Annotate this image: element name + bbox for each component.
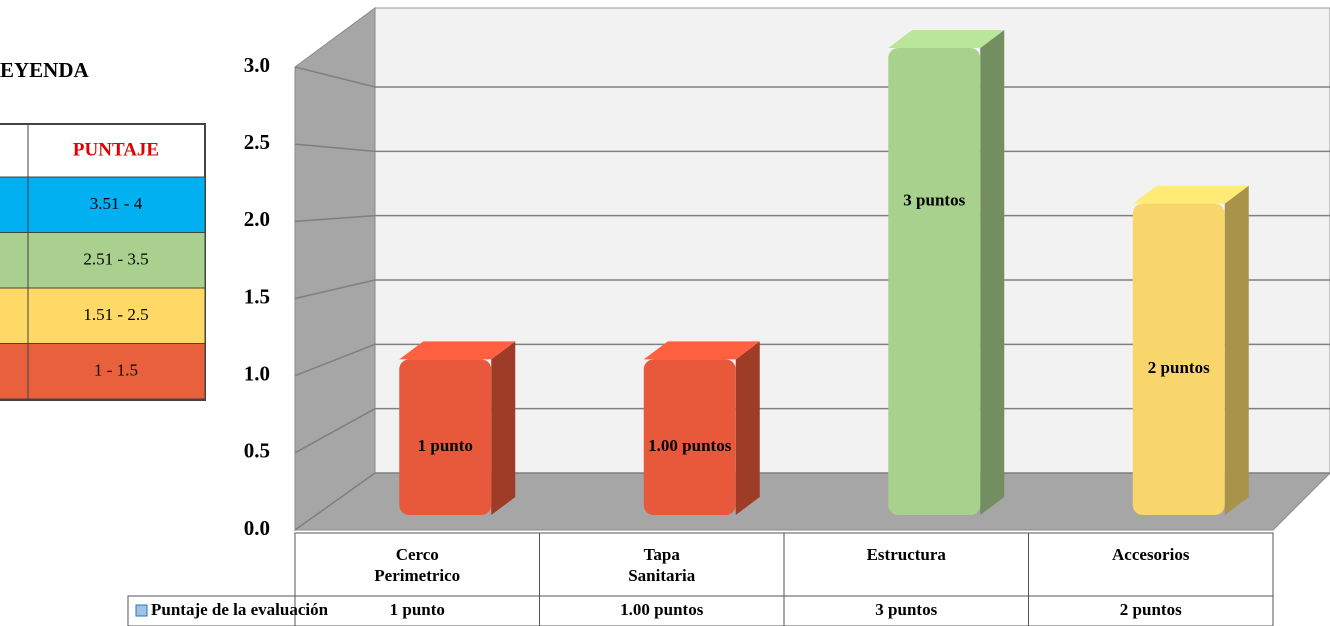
bar-top — [1132, 185, 1249, 204]
bar-side — [1224, 185, 1249, 515]
data-label: 1 punto — [418, 436, 473, 455]
legend-range: 1 - 1.5 — [94, 360, 138, 379]
grid-line — [294, 343, 376, 377]
table-value: 1 punto — [390, 600, 445, 619]
legend-swatch — [0, 232, 206, 289]
bar — [1132, 185, 1249, 515]
bar-side — [980, 30, 1005, 515]
bar-front — [643, 359, 736, 515]
bar-front — [1132, 203, 1225, 515]
grid-line — [294, 472, 376, 531]
grid-line — [294, 143, 376, 153]
grid-line — [294, 214, 376, 223]
x-tick-label: Tapa Sanitaria — [628, 545, 696, 585]
side-wall — [294, 7, 376, 531]
bar-front — [399, 359, 492, 515]
bar-top — [399, 341, 516, 360]
legend-entry: Puntaje de la evaluación — [151, 600, 329, 619]
data-label: 3 puntos — [903, 190, 965, 209]
bar-side — [491, 341, 516, 515]
grid-line — [294, 66, 376, 88]
x-tick-label: Estructura — [867, 545, 947, 564]
grid-line — [294, 279, 376, 300]
legend-range: 1.51 - 2.5 — [83, 305, 148, 324]
data-table: Puntaje de la evaluación Cerco Perimetric… — [127, 532, 1274, 626]
y-tick-label: 2.5 — [244, 130, 270, 154]
legend-swatch — [0, 343, 206, 400]
legend-swatch — [0, 287, 206, 344]
legend-title: LEYENDA — [0, 58, 90, 82]
legend-swatch — [0, 176, 206, 233]
x-tick-label: Accesorios — [1112, 545, 1190, 564]
legend-range: 2.51 - 3.5 — [83, 249, 148, 268]
grid-line — [294, 408, 376, 454]
bar — [399, 341, 516, 515]
bar — [888, 30, 1005, 515]
y-tick-label: 1.5 — [244, 284, 270, 308]
bar-side — [735, 341, 760, 515]
table-row-header — [127, 595, 296, 626]
x-tick-label: Cerco Perimetrico — [374, 545, 460, 585]
y-tick-label: 0.5 — [244, 439, 270, 463]
legend-key — [135, 604, 148, 617]
data-label: 2 puntos — [1148, 358, 1210, 377]
y-tick-label: 1.0 — [244, 361, 270, 385]
y-tick-label: 3.0 — [244, 53, 270, 77]
table-value: 2 puntos — [1120, 600, 1182, 619]
bar — [643, 341, 760, 515]
data-label: 1.00 puntos — [648, 436, 732, 455]
bar-front — [888, 48, 981, 515]
legend-range: 3.51 - 4 — [90, 194, 143, 213]
walls — [293, 7, 1330, 531]
table-value: 1.00 puntos — [620, 600, 704, 619]
y-tick-label: 2.0 — [244, 207, 270, 231]
bar-top — [888, 30, 1005, 48]
legend-table: PUNTAJE 3.51 - 4 2.51 - 3.5 1.51 - 2.5 1 - … — [0, 123, 206, 401]
y-tick-label: 0.0 — [244, 516, 270, 540]
legend-header: PUNTAJE — [73, 139, 159, 160]
bar-top — [643, 341, 760, 360]
table-value: 3 puntos — [875, 600, 937, 619]
